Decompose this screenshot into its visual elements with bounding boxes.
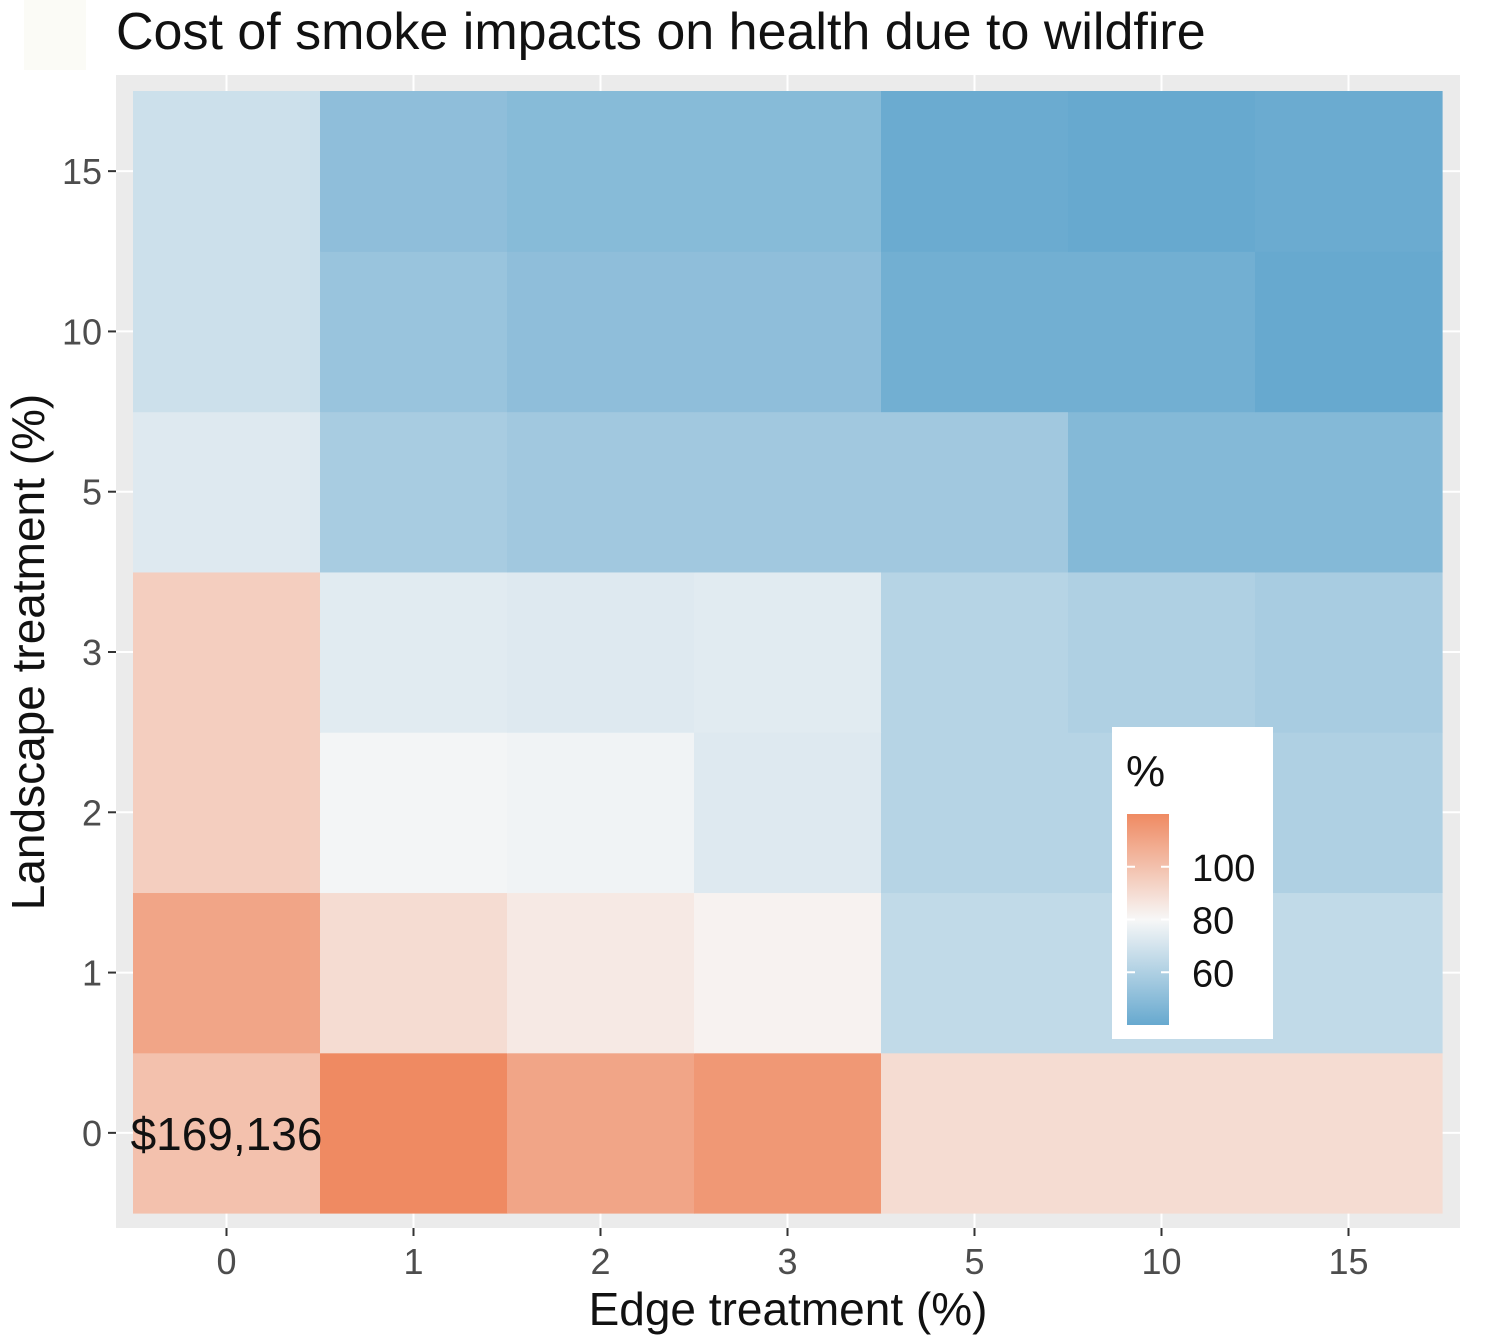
heatmap-cell bbox=[320, 91, 508, 252]
heatmap-cell bbox=[694, 251, 882, 413]
x-tick-label: 1 bbox=[403, 1241, 423, 1282]
heatmap-cell bbox=[133, 91, 321, 252]
heatmap-cell bbox=[881, 411, 1069, 573]
cell-annotation: $169,136 bbox=[131, 1108, 323, 1160]
heatmap-cell bbox=[320, 892, 508, 1054]
legend-title: % bbox=[1126, 747, 1165, 796]
y-tick-label: 1 bbox=[82, 953, 102, 994]
heatmap-cell bbox=[1255, 892, 1443, 1054]
heatmap-cell bbox=[133, 892, 321, 1054]
heatmap-cell bbox=[694, 411, 882, 573]
heatmap-cell bbox=[1255, 411, 1443, 573]
x-tick-label: 0 bbox=[216, 1241, 236, 1282]
heatmap-cell bbox=[1255, 91, 1443, 252]
heatmap-cell bbox=[694, 91, 882, 252]
y-tick-label: 15 bbox=[62, 151, 102, 192]
legend-tick-label: 80 bbox=[1192, 901, 1234, 943]
y-tick-label: 0 bbox=[82, 1113, 102, 1154]
heatmap-cell bbox=[507, 1052, 695, 1214]
heatmap-cell bbox=[694, 892, 882, 1054]
heatmap-cell bbox=[133, 1052, 321, 1214]
heatmap-cell bbox=[1255, 571, 1443, 733]
heatmap-cell bbox=[1255, 251, 1443, 413]
heatmap-cell bbox=[320, 411, 508, 573]
heatmap-cell bbox=[1068, 251, 1256, 413]
heatmap-cell bbox=[507, 892, 695, 1054]
heatmap-cell bbox=[881, 892, 1069, 1054]
x-tick-label: 5 bbox=[964, 1241, 984, 1282]
y-tick-label: 10 bbox=[62, 311, 102, 352]
y-tick-label: 3 bbox=[82, 632, 102, 673]
heatmap-cell bbox=[133, 732, 321, 894]
heatmap-cell bbox=[694, 571, 882, 733]
legend-tick-label: 100 bbox=[1192, 848, 1255, 890]
x-tick-label: 3 bbox=[777, 1241, 797, 1282]
heatmap-cell bbox=[1068, 1052, 1256, 1214]
x-tick-label: 15 bbox=[1328, 1241, 1368, 1282]
heatmap-cell bbox=[881, 251, 1069, 413]
chart-title: Cost of smoke impacts on health due to w… bbox=[116, 3, 1206, 61]
y-tick-label: 5 bbox=[82, 472, 102, 513]
heatmap-cell bbox=[133, 571, 321, 733]
legend-tick-label: 60 bbox=[1192, 953, 1234, 995]
x-axis: 0 1 2 3 5 10 15 bbox=[216, 1228, 1369, 1282]
heatmap-cell bbox=[881, 732, 1069, 894]
heatmap-cell bbox=[1255, 732, 1443, 894]
title-marker bbox=[24, 0, 86, 70]
heatmap-cell bbox=[507, 91, 695, 252]
heatmap-cell bbox=[881, 91, 1069, 252]
heatmap-cell bbox=[694, 732, 882, 894]
heatmap-cell bbox=[1255, 1052, 1443, 1214]
annotations: $169,136 bbox=[131, 1108, 323, 1160]
heatmap-cell bbox=[1068, 571, 1256, 733]
heatmap-cells bbox=[133, 91, 1443, 1214]
heatmap-cell bbox=[1068, 411, 1256, 573]
heatmap-cell bbox=[881, 1052, 1069, 1214]
x-axis-label: Edge treatment (%) bbox=[589, 1283, 988, 1335]
heatmap-cell bbox=[507, 732, 695, 894]
legend: % 60 80 100 bbox=[1112, 727, 1273, 1039]
heatmap-cell bbox=[320, 1052, 508, 1214]
heatmap-cell bbox=[881, 571, 1069, 733]
x-tick-label: 2 bbox=[590, 1241, 610, 1282]
y-axis-label: Landscape treatment (%) bbox=[2, 394, 54, 911]
y-axis: 0 1 2 3 5 10 15 bbox=[62, 151, 116, 1154]
heatmap-cell bbox=[1068, 91, 1256, 252]
y-tick-label: 2 bbox=[82, 792, 102, 833]
heatmap-cell bbox=[320, 571, 508, 733]
heatmap-cell bbox=[320, 732, 508, 894]
heatmap-cell bbox=[507, 571, 695, 733]
x-tick-label: 10 bbox=[1141, 1241, 1181, 1282]
legend-ticks: 60 80 100 bbox=[1127, 848, 1255, 995]
heatmap-cell bbox=[507, 411, 695, 573]
heatmap-cell bbox=[507, 251, 695, 413]
heatmap-cell bbox=[320, 251, 508, 413]
heatmap-cell bbox=[133, 411, 321, 573]
heatmap-cell bbox=[694, 1052, 882, 1214]
heatmap-cell bbox=[133, 251, 321, 413]
